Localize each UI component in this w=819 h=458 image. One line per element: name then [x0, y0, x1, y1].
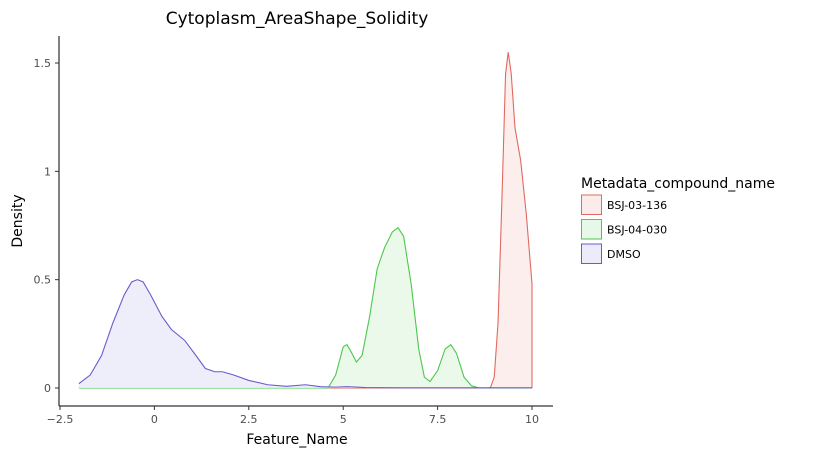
series-layer	[78, 52, 533, 389]
y-axis-title: Density	[10, 194, 26, 247]
legend-label-dmso: DMSO	[607, 248, 641, 261]
y-ticks: 0 0.5 1 1.5	[34, 57, 59, 395]
y-tick-label: 0.5	[34, 274, 52, 287]
density-area-dmso	[78, 279, 532, 388]
density-line-bsj-03-136	[78, 52, 533, 389]
y-tick-label: 1	[44, 165, 51, 178]
density-line-dmso	[78, 279, 532, 389]
y-tick-label: 0	[44, 382, 51, 395]
legend-swatch-bsj-03-136	[581, 194, 602, 215]
x-tick-label: 7.5	[429, 413, 447, 426]
x-tick-label: 10	[525, 413, 539, 426]
x-tick-label: −2.5	[47, 413, 74, 426]
chart-title: Cytoplasm_AreaShape_Solidity	[166, 9, 429, 29]
x-tick-label: 0	[151, 413, 158, 426]
legend-label-bsj-03-136: BSJ-03-136	[607, 199, 667, 212]
y-tick-label: 1.5	[34, 57, 52, 70]
legend-title: Metadata_compound_name	[581, 176, 775, 192]
legend-label-bsj-04-030: BSJ-04-030	[607, 224, 667, 237]
legend-swatch-bsj-04-030	[581, 219, 602, 240]
legend-swatch-dmso	[581, 243, 602, 264]
x-tick-label: 5	[340, 413, 347, 426]
x-tick-label: 2.5	[240, 413, 258, 426]
x-ticks: −2.5 0 2.5 5 7.5 10	[47, 406, 539, 426]
legend-items: BSJ-03-136 BSJ-04-030 DMSO	[581, 194, 667, 264]
x-axis-title: Feature_Name	[246, 432, 347, 448]
legend: Metadata_compound_name BSJ-03-136 BSJ-04-…	[581, 176, 775, 264]
density-line-bsj-04-030	[78, 226, 532, 389]
